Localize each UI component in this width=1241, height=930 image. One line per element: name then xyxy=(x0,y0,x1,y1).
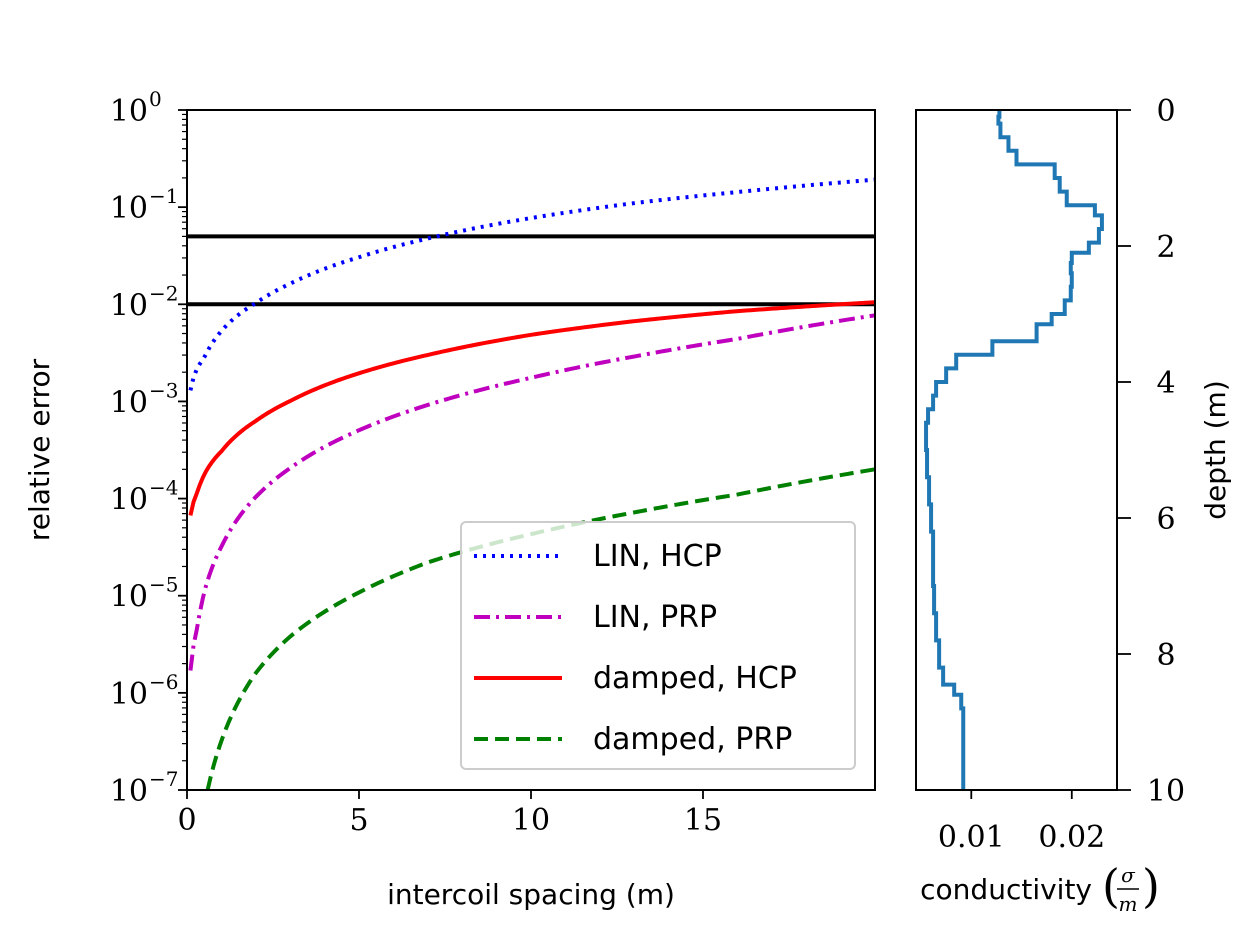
left-paren: ( xyxy=(1102,859,1120,913)
left-y-tick-label: 10−7 xyxy=(110,767,179,809)
right-x-tick-label: 0.02 xyxy=(1038,820,1105,855)
series-line xyxy=(188,300,875,516)
tick-base: 10 xyxy=(110,94,148,129)
tick-base: 10 xyxy=(110,677,148,712)
left-x-ticks: 0 5 10 15 xyxy=(177,790,722,838)
tick-exponent: 0 xyxy=(149,87,162,111)
left-y-tick-label: 10−2 xyxy=(110,281,179,323)
tick-base: 10 xyxy=(110,580,148,615)
tick-exponent: −7 xyxy=(149,767,178,791)
left-y-axis-label: relative error xyxy=(23,358,56,541)
tick-exponent: −5 xyxy=(149,573,178,597)
right-x-ticks: 0.01 0.02 xyxy=(938,790,1105,855)
unit-numerator: σ xyxy=(1121,863,1136,887)
right-y-tick-label: 8 xyxy=(1156,638,1175,673)
right-y-tick-label: 2 xyxy=(1156,230,1175,265)
threshold-lines xyxy=(187,234,875,307)
left-y-tick-label: 10−1 xyxy=(110,184,179,226)
left-x-tick-label: 5 xyxy=(349,803,368,838)
conductivity-step-line xyxy=(924,110,1104,790)
legend-label: LIN, PRP xyxy=(593,600,717,635)
left-y-tick-label: 10−3 xyxy=(110,378,179,420)
right-y-axis-label: depth (m) xyxy=(1199,380,1232,520)
right-x-tick-label: 0.01 xyxy=(938,820,1005,855)
tick-base: 10 xyxy=(110,385,148,420)
right-y-tick-label: 6 xyxy=(1156,502,1175,537)
tick-exponent: −1 xyxy=(149,184,178,208)
left-x-tick-label: 0 xyxy=(177,803,196,838)
tick-base: 10 xyxy=(110,288,148,323)
tick-exponent: −6 xyxy=(149,670,178,694)
right-y-tick-label: 0 xyxy=(1156,94,1175,129)
right-x-axis-label: conductivity ( σ m ) xyxy=(920,859,1160,916)
legend-frame xyxy=(460,521,856,770)
legend-label: damped, HCP xyxy=(593,661,797,696)
left-x-tick-label: 15 xyxy=(684,803,722,838)
right-axes: 0.01 0.02 0 2 4 6 8 10 depth (m) conductivity … xyxy=(915,94,1232,916)
right-y-tick-label: 10 xyxy=(1147,774,1185,809)
legend: LIN, HCP LIN, PRP damped, HCP damped, PRP xyxy=(460,521,856,770)
tick-base: 10 xyxy=(110,191,148,226)
legend-label: LIN, HCP xyxy=(593,539,722,574)
conductivity-profile xyxy=(924,110,1104,790)
right-y-ticks: 0 2 4 6 8 10 xyxy=(1117,94,1185,809)
unit-denominator: m xyxy=(1119,892,1138,916)
tick-base: 10 xyxy=(110,483,148,518)
left-y-tick-label: 100 xyxy=(110,87,162,129)
left-x-axis-label: intercoil spacing (m) xyxy=(387,878,675,911)
left-y-tick-label: 10−5 xyxy=(110,573,179,615)
tick-exponent: −2 xyxy=(149,281,178,305)
left-y-tick-label: 10−4 xyxy=(110,476,179,518)
tick-exponent: −4 xyxy=(149,476,178,500)
legend-label: damped, PRP xyxy=(593,722,792,757)
series-line xyxy=(188,313,875,671)
tick-exponent: −3 xyxy=(149,378,178,402)
right-paren: ) xyxy=(1142,859,1160,913)
conductivity-label: conductivity xyxy=(920,873,1092,906)
right-axes-frame xyxy=(915,109,1118,791)
left-y-tick-label: 10−6 xyxy=(110,670,179,712)
right-y-tick-label: 4 xyxy=(1156,366,1175,401)
tick-base: 10 xyxy=(110,774,148,809)
left-x-tick-label: 10 xyxy=(512,803,550,838)
